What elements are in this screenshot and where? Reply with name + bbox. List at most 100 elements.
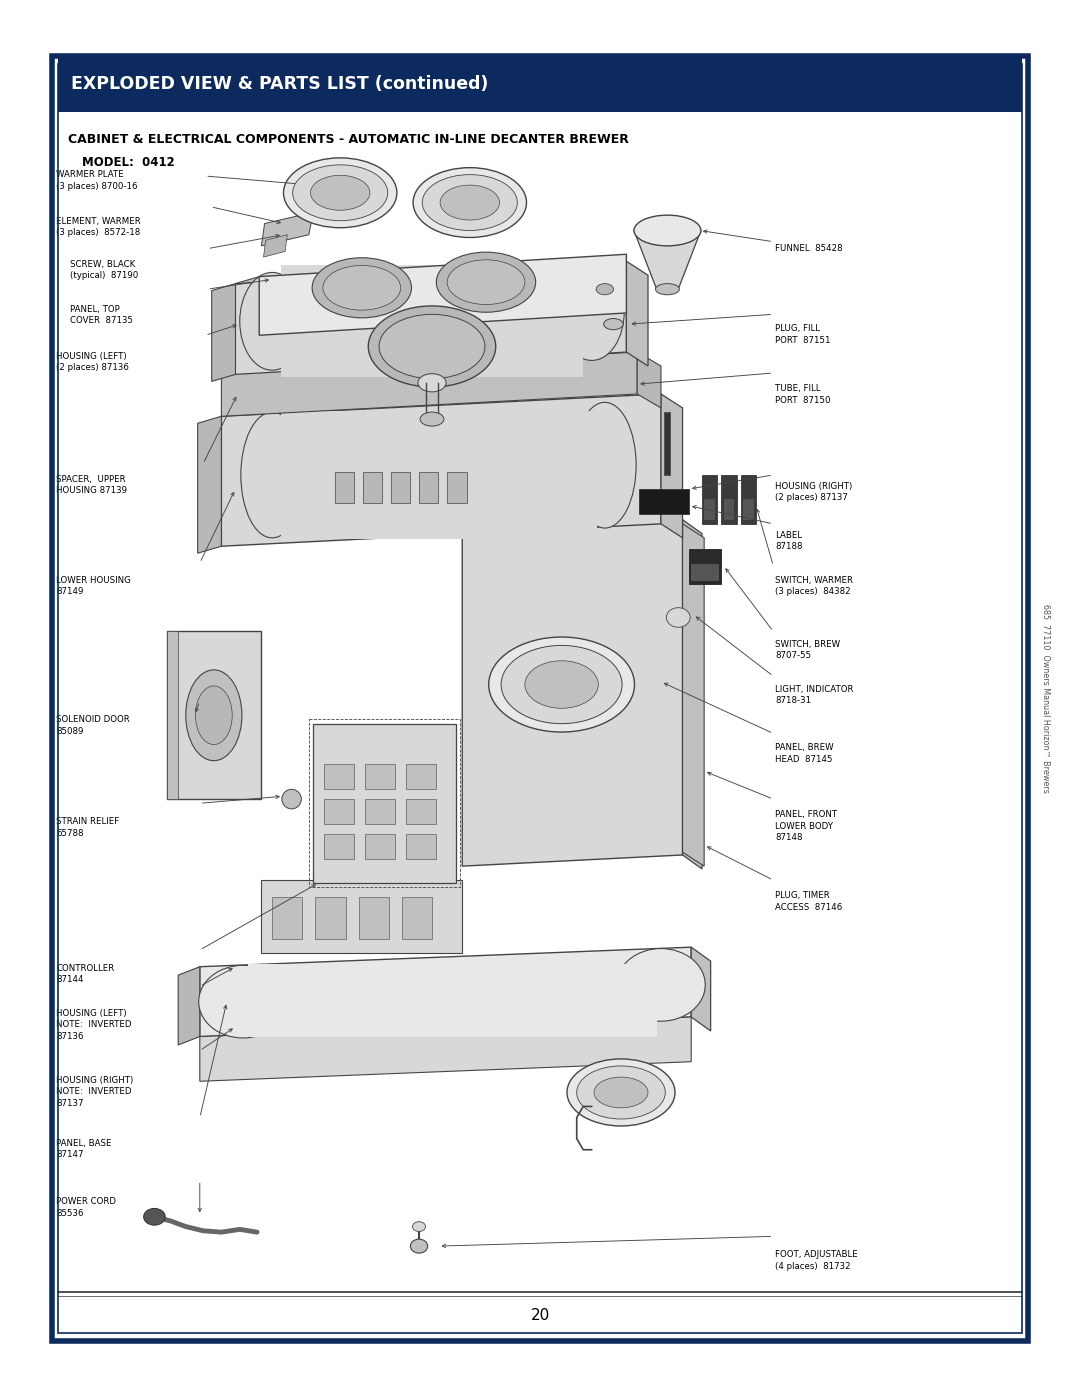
Text: SCREW, BLACK
(typical)  87190: SCREW, BLACK (typical) 87190 xyxy=(70,260,138,281)
Polygon shape xyxy=(167,631,261,799)
Ellipse shape xyxy=(617,949,705,1021)
Polygon shape xyxy=(259,254,626,335)
Text: LOWER HOUSING
87149: LOWER HOUSING 87149 xyxy=(56,576,131,597)
Bar xyxy=(391,472,410,503)
Ellipse shape xyxy=(418,374,446,393)
Text: ELEMENT, WARMER
(3 places)  8572-18: ELEMENT, WARMER (3 places) 8572-18 xyxy=(56,217,140,237)
Bar xyxy=(363,472,382,503)
Ellipse shape xyxy=(293,165,388,221)
Ellipse shape xyxy=(594,1077,648,1108)
Ellipse shape xyxy=(604,319,623,330)
Polygon shape xyxy=(691,947,711,1031)
Ellipse shape xyxy=(666,608,690,627)
Polygon shape xyxy=(264,235,287,257)
Polygon shape xyxy=(626,261,648,366)
Text: EXPLODED VIEW & PARTS LIST (continued): EXPLODED VIEW & PARTS LIST (continued) xyxy=(71,75,488,92)
Ellipse shape xyxy=(489,637,635,732)
Ellipse shape xyxy=(567,1059,675,1126)
Text: HOUSING (LEFT)
NOTE:  INVERTED
87136: HOUSING (LEFT) NOTE: INVERTED 87136 xyxy=(56,1009,132,1041)
Ellipse shape xyxy=(596,284,613,295)
Text: SWITCH, BREW
8707-55: SWITCH, BREW 8707-55 xyxy=(775,640,840,661)
Ellipse shape xyxy=(525,661,598,708)
Polygon shape xyxy=(178,967,200,1045)
Bar xyxy=(365,764,395,789)
Polygon shape xyxy=(637,352,661,408)
Text: STRAIN RELIEF
65788: STRAIN RELIEF 65788 xyxy=(56,817,120,838)
Text: PANEL, TOP
COVER  87135: PANEL, TOP COVER 87135 xyxy=(70,305,133,326)
Ellipse shape xyxy=(656,284,679,295)
Ellipse shape xyxy=(441,186,499,221)
Bar xyxy=(335,472,354,503)
Ellipse shape xyxy=(379,314,485,379)
Text: 685  77110  Owners Manual Horizon™ Brewers: 685 77110 Owners Manual Horizon™ Brewers xyxy=(1041,604,1050,793)
Ellipse shape xyxy=(577,1066,665,1119)
Bar xyxy=(743,499,754,520)
Bar xyxy=(689,549,721,584)
Ellipse shape xyxy=(144,1208,165,1225)
Text: MODEL:  0412: MODEL: 0412 xyxy=(82,156,175,169)
Text: FUNNEL  85428: FUNNEL 85428 xyxy=(775,244,843,253)
Text: SOLENOID DOOR
85089: SOLENOID DOOR 85089 xyxy=(56,715,130,736)
Ellipse shape xyxy=(199,965,287,1038)
Polygon shape xyxy=(661,394,683,538)
Bar xyxy=(406,834,436,859)
Ellipse shape xyxy=(312,257,411,317)
Ellipse shape xyxy=(501,645,622,724)
Text: PANEL, BASE
87147: PANEL, BASE 87147 xyxy=(56,1139,111,1160)
Polygon shape xyxy=(212,284,235,381)
Text: SPACER,  UPPER
HOUSING 87139: SPACER, UPPER HOUSING 87139 xyxy=(56,475,127,496)
Text: FOOT, ADJUSTABLE
(4 places)  81732: FOOT, ADJUSTABLE (4 places) 81732 xyxy=(775,1250,859,1271)
Ellipse shape xyxy=(323,265,401,310)
Ellipse shape xyxy=(368,306,496,387)
Ellipse shape xyxy=(573,402,636,528)
Ellipse shape xyxy=(420,412,444,426)
Bar xyxy=(359,897,389,939)
Bar xyxy=(324,834,354,859)
Text: HOUSING (RIGHT)
NOTE:  INVERTED
87137: HOUSING (RIGHT) NOTE: INVERTED 87137 xyxy=(56,1076,134,1108)
Text: TUBE, FILL
PORT  87150: TUBE, FILL PORT 87150 xyxy=(775,384,831,405)
Polygon shape xyxy=(221,394,661,546)
Bar xyxy=(702,475,717,524)
Polygon shape xyxy=(683,520,702,869)
Bar xyxy=(704,499,715,520)
Bar xyxy=(324,799,354,824)
Ellipse shape xyxy=(413,1221,426,1232)
Text: CABINET & ELECTRICAL COMPONENTS - AUTOMATIC IN-LINE DECANTER BREWER: CABINET & ELECTRICAL COMPONENTS - AUTOMA… xyxy=(68,133,629,145)
Ellipse shape xyxy=(559,263,624,360)
Polygon shape xyxy=(281,265,583,377)
Ellipse shape xyxy=(422,175,517,231)
Ellipse shape xyxy=(410,1239,428,1253)
Text: PLUG, TIMER
ACCESS  87146: PLUG, TIMER ACCESS 87146 xyxy=(775,891,842,912)
Ellipse shape xyxy=(240,272,305,370)
Bar xyxy=(447,472,467,503)
Text: LABEL
87188: LABEL 87188 xyxy=(775,531,802,552)
Bar xyxy=(315,897,346,939)
Bar xyxy=(419,472,438,503)
Bar xyxy=(741,475,756,524)
Text: POWER CORD
85536: POWER CORD 85536 xyxy=(56,1197,117,1218)
Ellipse shape xyxy=(282,789,301,809)
Bar xyxy=(406,799,436,824)
Ellipse shape xyxy=(546,682,588,721)
Polygon shape xyxy=(235,261,626,374)
Ellipse shape xyxy=(195,686,232,745)
Polygon shape xyxy=(281,411,597,539)
Text: PLUG, FILL
PORT  87151: PLUG, FILL PORT 87151 xyxy=(775,324,831,345)
Polygon shape xyxy=(261,212,313,246)
Polygon shape xyxy=(683,524,704,866)
Bar xyxy=(724,499,734,520)
Polygon shape xyxy=(248,964,657,1037)
Polygon shape xyxy=(198,416,221,553)
Ellipse shape xyxy=(447,260,525,305)
Text: CONTROLLER
87144: CONTROLLER 87144 xyxy=(56,964,114,985)
Ellipse shape xyxy=(241,412,303,538)
Bar xyxy=(365,834,395,859)
Bar xyxy=(272,897,302,939)
Bar xyxy=(721,475,737,524)
Bar xyxy=(58,56,1022,112)
Text: HOUSING (LEFT)
(2 places) 87136: HOUSING (LEFT) (2 places) 87136 xyxy=(56,352,129,373)
Polygon shape xyxy=(200,947,691,1037)
Text: PANEL, BREW
HEAD  87145: PANEL, BREW HEAD 87145 xyxy=(775,743,834,764)
Ellipse shape xyxy=(311,176,369,211)
Ellipse shape xyxy=(283,158,397,228)
